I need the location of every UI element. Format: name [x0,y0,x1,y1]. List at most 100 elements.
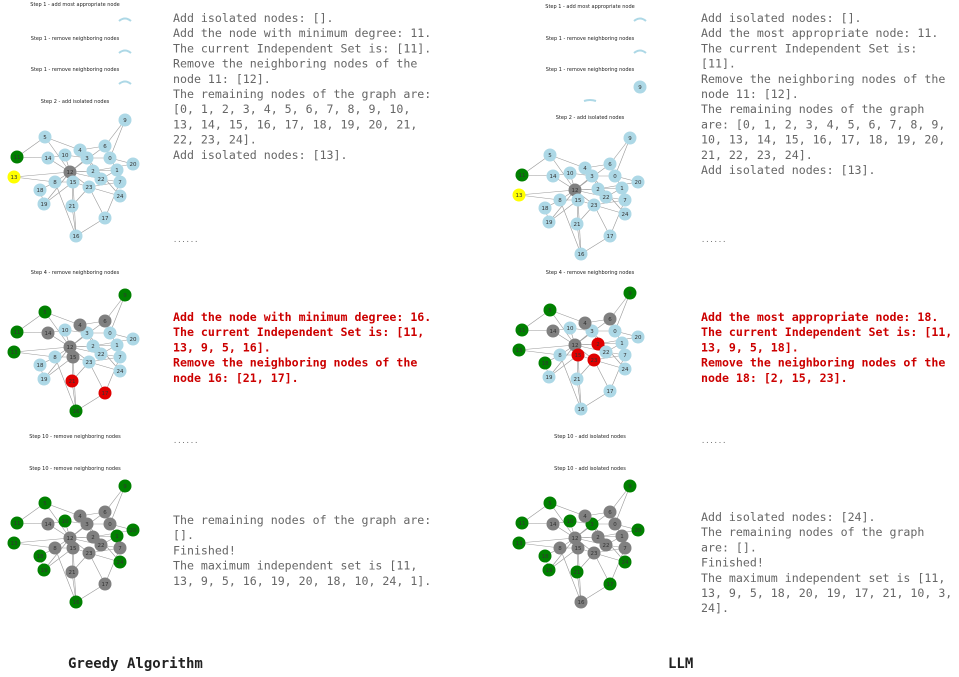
node-label: 19 [546,568,553,574]
node-label: 16 [73,600,80,606]
log-line: Add isolated nodes: []. [701,11,862,25]
node [563,166,577,180]
node [98,386,112,400]
node-label: 19 [546,375,553,381]
node [618,348,632,362]
node-label: 24 [622,212,629,218]
node [98,314,112,328]
node-label: 23 [591,203,598,209]
step-title: Step 10 - remove neighboring nodes [29,434,121,440]
node-label: 3 [85,331,89,337]
node-label: 0 [108,331,112,337]
node [7,536,21,550]
step-title: Step 1 - remove neighboring nodes [31,67,120,73]
node [41,151,55,165]
node [86,339,100,353]
node-label: 6 [103,144,107,150]
node-label: 16 [578,600,585,606]
node-label: 12 [67,170,74,176]
node-label: 17 [607,234,614,240]
log-line: The remaining nodes of the graph are: [173,87,431,101]
node-label: 14 [550,522,557,528]
node-label: 18 [37,554,44,560]
node [553,193,567,207]
node [553,348,567,362]
node-label: 22 [603,350,610,356]
node [38,305,52,319]
node-label: 9 [628,136,632,142]
node-label: 1 [115,343,119,349]
node-label: 11 [519,521,526,527]
node-label: 3 [85,522,89,528]
node [571,348,585,362]
node-label: 17 [102,391,109,397]
node-label: 0 [108,522,112,528]
edge [13,537,71,544]
node-label: 3 [590,329,594,335]
node [578,316,592,330]
node [618,555,632,569]
log-line: Add isolated nodes: []. [173,11,334,25]
node [58,148,72,162]
node-label: 1 [620,534,624,540]
node [10,325,24,339]
node [618,541,632,555]
caption: Greedy Algorithm [68,656,203,672]
node [512,536,526,550]
node-label: 23 [86,185,93,191]
node-label: 17 [102,582,109,588]
node-label: 14 [550,329,557,335]
node-label: 11 [14,521,21,527]
node [587,198,601,212]
log-line: Add isolated nodes: [24]. [701,510,876,524]
node [512,343,526,357]
node-label: 10 [62,153,69,159]
node [103,151,117,165]
node-label: 24 [117,194,124,200]
log-line: are: []. [701,540,757,554]
node [110,529,124,543]
node [94,538,108,552]
node-label: 8 [53,355,57,361]
node-label: 5 [43,135,47,141]
node [623,131,637,145]
edge [518,194,561,201]
node [603,229,617,243]
step-title: Step 1 - remove neighboring nodes [546,67,635,73]
node [543,303,557,317]
edge [44,502,71,539]
node-label: 14 [550,174,557,180]
node [574,247,588,261]
node-label: 21 [574,222,581,228]
edge [54,547,77,603]
node [103,517,117,531]
log-line: 13, 9, 5, 16]. [173,340,271,354]
node [570,565,584,579]
ellipsis: ...... [701,437,726,445]
node-label: 0 [108,156,112,162]
node-label: 18 [542,361,549,367]
node-label: 13 [516,541,523,547]
node-label: 7 [118,546,122,552]
node-label: 7 [623,353,627,359]
node-label: 0 [613,329,617,335]
node-label: 20 [130,162,137,168]
node [38,130,52,144]
step-title: Step 10 - add isolated nodes [554,466,626,472]
node [65,199,79,213]
node [542,215,556,229]
node [66,175,80,189]
ellipsis: ...... [173,437,198,445]
node [126,523,140,537]
fragment [633,17,647,22]
node [574,595,588,609]
node-label: 9 [123,118,127,124]
node [69,404,83,418]
step-title: Step 1 - remove neighboring nodes [546,36,635,42]
node-label: 15 [575,546,582,552]
node [608,517,622,531]
node-label: 9 [628,484,632,490]
